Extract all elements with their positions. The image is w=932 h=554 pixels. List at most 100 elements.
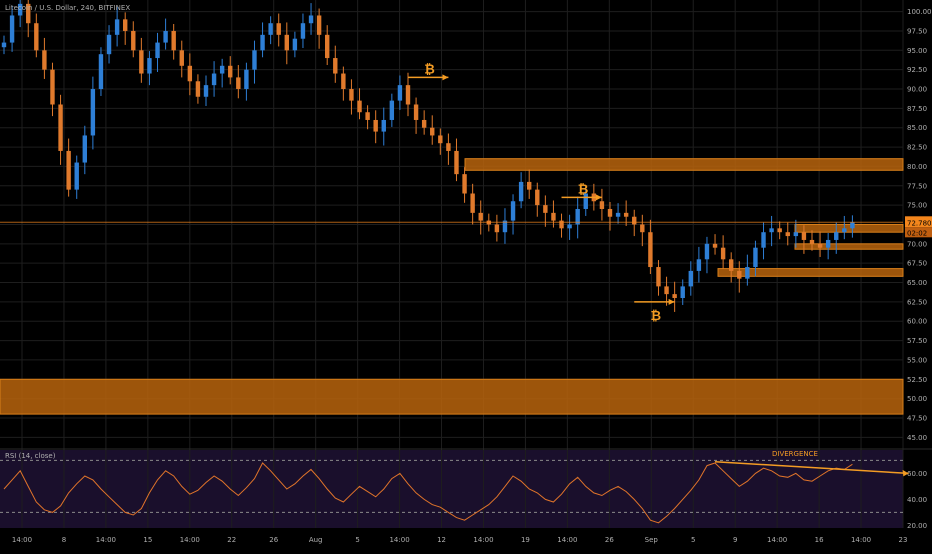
candle-body: [42, 50, 47, 70]
candle-body: [50, 69, 55, 105]
candle-body: [244, 69, 249, 90]
candle-body: [114, 19, 120, 35]
candle-body: [316, 15, 322, 35]
x-tick-label: 14:00: [12, 536, 32, 544]
x-tick-label: 9: [733, 536, 737, 544]
candle-body: [615, 212, 621, 217]
candle-body: [737, 270, 742, 279]
candle-body: [583, 193, 588, 209]
y-tick-label: 52.50: [907, 376, 927, 384]
bitcoin-icon: ₿: [578, 182, 589, 197]
candle-body: [139, 50, 144, 74]
x-tick-label: Aug: [309, 536, 323, 544]
candle-body: [90, 89, 96, 136]
candle-body: [793, 232, 799, 237]
candle-body: [58, 104, 63, 151]
candle-body: [785, 232, 790, 237]
candle-body: [252, 50, 257, 70]
y-tick-label: 85.00: [907, 124, 927, 132]
candle-body: [381, 119, 386, 132]
candle-body: [300, 23, 306, 39]
candle-body: [365, 112, 370, 120]
support-resistance-zone: [717, 268, 904, 277]
y-tick-label: 95.00: [907, 47, 927, 55]
rsi-panel-background: [0, 450, 903, 528]
y-tick-label: 67.50: [907, 260, 927, 268]
candle-body: [308, 15, 314, 24]
candle-body: [825, 239, 831, 248]
y-tick-label: 50.00: [907, 395, 927, 403]
y-tick-label: 82.50: [907, 144, 927, 152]
candle-body: [203, 85, 209, 97]
support-resistance-zone: [794, 243, 904, 250]
x-tick-label: 8: [62, 536, 66, 544]
y-tick-label: 55.00: [907, 356, 927, 364]
candle-body: [236, 77, 241, 90]
candle-body: [777, 228, 782, 233]
y-tick-label: 77.50: [907, 182, 927, 190]
candle-body: [292, 38, 298, 51]
candle-body: [163, 30, 168, 43]
candle-body: [664, 286, 669, 295]
candle-body: [219, 65, 225, 74]
candle-body: [171, 30, 176, 51]
candle-body: [543, 205, 548, 213]
candle-body: [527, 181, 532, 190]
x-tick-label: 26: [605, 536, 614, 544]
y-tick-label: 75.00: [907, 202, 927, 210]
x-tick-label: 14:00: [851, 536, 871, 544]
candle-body: [648, 232, 653, 268]
x-tick-label: 5: [355, 536, 359, 544]
candle-body: [123, 19, 128, 31]
y-tick-label: 47.50: [907, 414, 927, 422]
x-tick-label: Sep: [645, 536, 659, 544]
candle-body: [211, 73, 217, 86]
candle-body: [373, 119, 378, 132]
candle-body: [17, 3, 23, 16]
candle-body: [284, 34, 289, 51]
y-tick-label: 87.50: [907, 105, 927, 113]
x-tick-label: 16: [815, 536, 824, 544]
rsi-line: [3, 462, 853, 524]
candle-body: [535, 189, 540, 206]
x-tick-label: 15: [143, 536, 152, 544]
candle-body: [325, 34, 330, 59]
y-tick-label: 70.00: [907, 240, 927, 248]
candle-body: [640, 224, 645, 233]
candle-body: [34, 23, 39, 51]
candle-body: [179, 50, 184, 66]
candle-body: [405, 85, 411, 105]
candle-body: [817, 243, 823, 248]
candle-body: [494, 224, 500, 233]
candle-body: [74, 162, 79, 190]
x-tick-label: 14:00: [557, 536, 577, 544]
candle-body: [696, 259, 702, 271]
candle-body: [260, 34, 265, 51]
candle-body: [809, 239, 815, 244]
candle-body: [575, 208, 580, 225]
divergence-line: [714, 460, 909, 475]
candle-body: [397, 85, 403, 101]
y-tick-label: 92.50: [907, 66, 927, 74]
candle-body: [672, 294, 677, 298]
y-tick-label: 65.00: [907, 279, 927, 287]
y-tick-label: 80.00: [907, 163, 927, 171]
last-price-label: 72.780: [907, 219, 932, 227]
x-tick-label: 19: [521, 536, 530, 544]
candle-body: [623, 212, 629, 217]
x-tick-label: 12: [437, 536, 446, 544]
y-tick-label: 62.50: [907, 298, 927, 306]
rsi-tick-label: 20.00: [907, 522, 927, 530]
x-tick-label: 14:00: [473, 536, 493, 544]
candle-body: [729, 259, 734, 271]
candle-body: [26, 3, 31, 24]
y-tick-label: 57.50: [907, 337, 927, 345]
x-tick-label: 26: [269, 536, 278, 544]
divergence-arrowhead: [902, 469, 909, 477]
bitcoin-icon: ₿: [424, 62, 435, 77]
x-tick-label: 14:00: [767, 536, 787, 544]
candle-body: [195, 81, 201, 97]
candle-body: [502, 220, 508, 233]
